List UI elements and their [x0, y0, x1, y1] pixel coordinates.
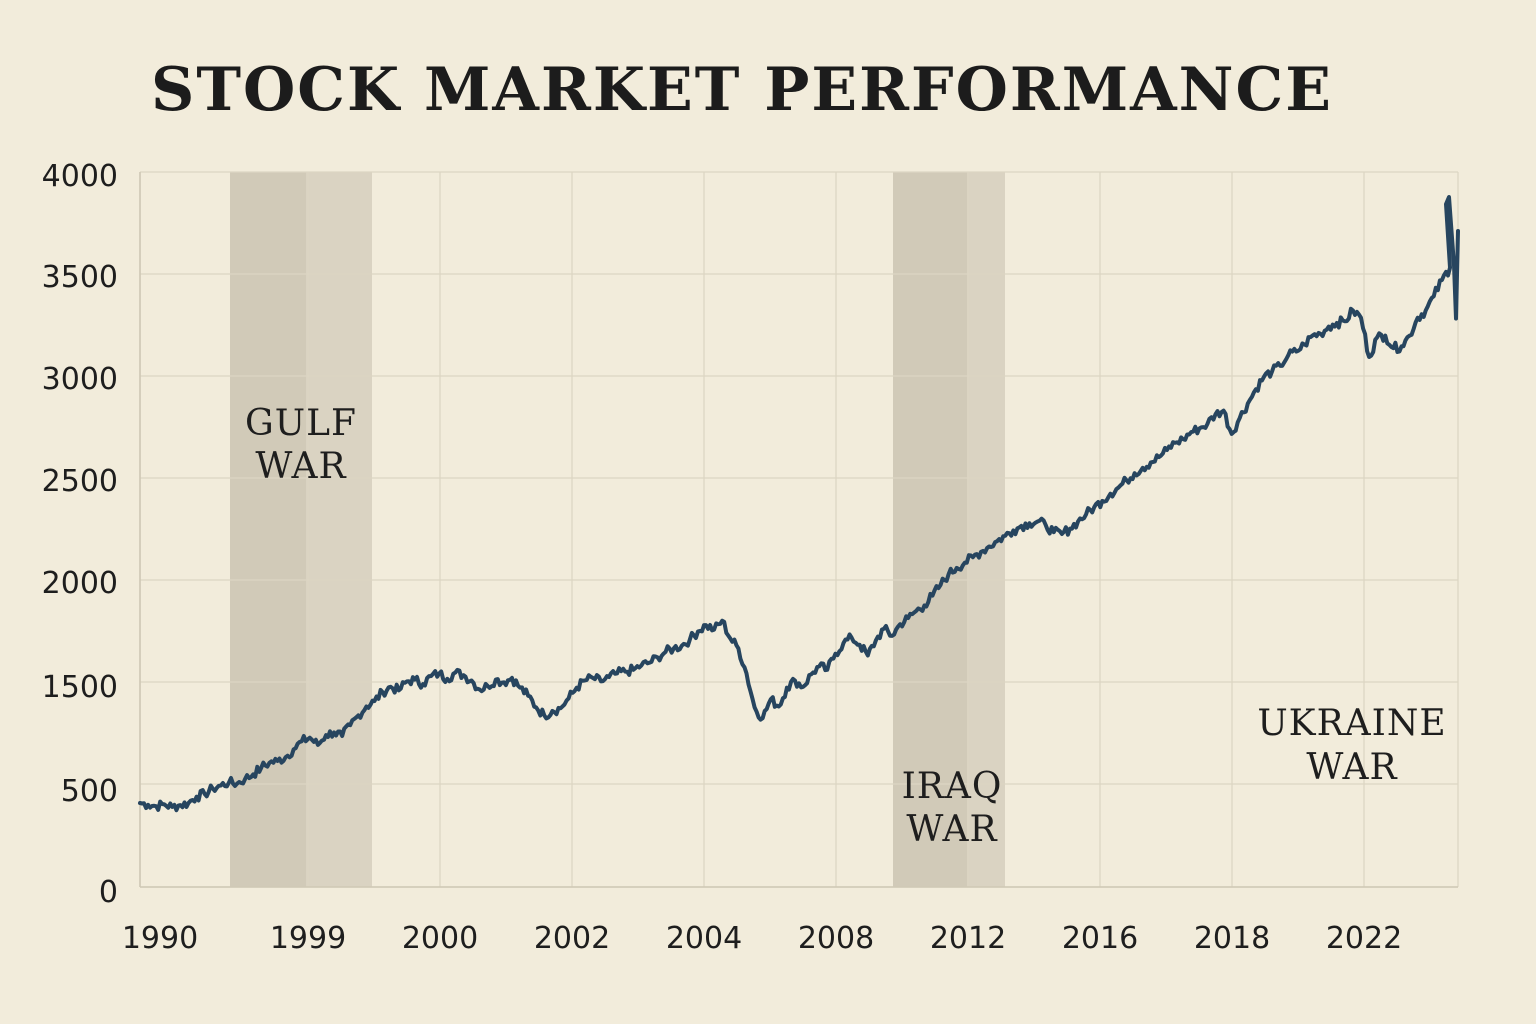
war-label-1-line-2: WAR [255, 446, 346, 487]
y-tick-label: 2000 [42, 566, 118, 601]
y-tick-label: 1500 [42, 670, 118, 705]
war-label-3-line-1: UKRAINE [1257, 703, 1446, 744]
y-tick-label: 4000 [42, 159, 118, 194]
chart-title: STOCK MARKET PERFORMANCE [151, 55, 1333, 125]
y-tick-label: 0 [99, 875, 118, 910]
war-label-2-line-1: IRAQ [902, 766, 1003, 807]
y-tick-label: 500 [61, 774, 118, 809]
x-axis-ticks: 1990 1999 2000 2002 2004 2008 2012 2016 2018 2022 [122, 921, 1402, 956]
war-band-shade-1 [230, 172, 306, 887]
y-axis-ticks: 0 500 1500 2000 2500 3000 3500 4000 [42, 159, 118, 910]
y-tick-label: 2500 [42, 464, 118, 499]
x-tick-label: 2002 [534, 921, 610, 956]
chart-grid [139, 171, 1459, 888]
x-tick-label: 2022 [1326, 921, 1402, 956]
x-tick-label: 2016 [1062, 921, 1138, 956]
x-tick-label: 2012 [930, 921, 1006, 956]
war-band-shade-2 [893, 172, 967, 887]
x-tick-label: 2000 [402, 921, 478, 956]
series-line-0 [138, 195, 1460, 813]
x-tick-label: 2008 [798, 921, 874, 956]
y-tick-label: 3500 [42, 260, 118, 295]
x-tick-label: 2004 [666, 921, 742, 956]
x-tick-label: 2018 [1194, 921, 1270, 956]
x-tick-label: 1990 [122, 921, 198, 956]
war-bands [230, 172, 1005, 887]
war-label-2-line-2: WAR [906, 809, 997, 850]
x-tick-label: 1999 [270, 921, 346, 956]
series-layer [138, 195, 1460, 813]
war-label-3-line-2: WAR [1306, 747, 1397, 788]
war-label-1-line-1: GULF [245, 403, 357, 444]
y-tick-label: 3000 [42, 362, 118, 397]
